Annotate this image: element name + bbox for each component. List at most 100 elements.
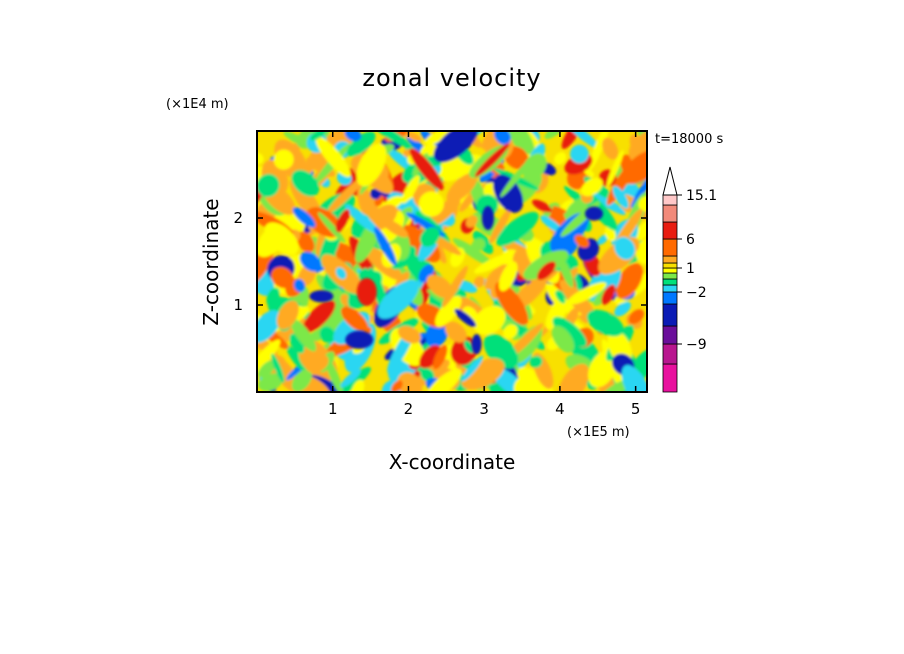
field-contour-blob	[426, 368, 462, 392]
field-contour-blob	[432, 344, 448, 370]
field-contour-blob	[367, 131, 411, 148]
field-contour-blob	[444, 321, 467, 343]
colorbar-tick-label: 6	[686, 232, 695, 248]
field-contour-blob	[374, 226, 397, 266]
field-contour-blob	[293, 278, 306, 293]
field-contour-blob	[258, 373, 283, 392]
field-contour-blob	[471, 238, 486, 252]
field-contour-blob	[574, 234, 590, 248]
field-contour-blob	[501, 131, 535, 155]
field-contour-blob	[612, 185, 629, 209]
y-axis-label: Z-coordinate	[199, 198, 223, 325]
field-contour-blob	[563, 131, 601, 150]
colorbar-tick-label: −9	[686, 337, 707, 353]
colorbar-tick-label: −2	[686, 285, 707, 301]
field-contour-blob	[601, 284, 616, 305]
field-contour-blob	[409, 148, 444, 191]
field-contour-blob	[474, 252, 514, 274]
field-contour-blob	[540, 215, 564, 234]
x-tick-label: 4	[555, 400, 565, 418]
field-contour-blob	[557, 363, 590, 392]
colorbar-segment	[662, 363, 678, 393]
colorbar-segment	[662, 204, 678, 223]
field-contour-blob	[319, 326, 336, 343]
field-contour-blob	[513, 375, 540, 392]
field-contour-blob	[635, 248, 647, 265]
field-contour-blob	[419, 227, 440, 247]
y-unit-label: (×1E4 m)	[166, 97, 229, 112]
field-feature	[309, 290, 334, 303]
x-tick-label: 2	[404, 400, 414, 418]
velocity-field	[257, 131, 647, 392]
field-contour-blob	[454, 308, 477, 328]
field-contour-blob	[285, 216, 306, 229]
field-contour-blob	[473, 276, 485, 288]
field-contour-blob	[498, 261, 518, 292]
colorbar-segment	[662, 291, 678, 305]
field-contour-blob	[570, 144, 589, 164]
field-contour-blob	[425, 321, 449, 348]
field-feature	[584, 206, 603, 221]
colorbar-segment	[662, 267, 678, 274]
field-contour-blob	[397, 325, 421, 344]
field-contour-blob	[455, 364, 487, 390]
field-contour-blob	[465, 215, 478, 228]
field-contour-blob	[271, 353, 285, 383]
field-feature	[481, 206, 494, 230]
field-contour-blob	[441, 265, 468, 308]
field-contour-blob	[494, 281, 529, 326]
field-contour-blob	[446, 172, 478, 203]
colorbar-segment	[662, 284, 678, 293]
field-contour-blob	[621, 365, 647, 392]
field-feature	[471, 334, 482, 355]
field-contour-blob	[555, 290, 566, 304]
field-contour-blob	[377, 279, 419, 319]
field-contour-blob	[310, 131, 328, 141]
field-contour-blob	[496, 211, 539, 247]
field-contour-blob	[257, 339, 281, 377]
field-contour-blob	[435, 295, 462, 327]
field-contour-blob	[584, 168, 595, 178]
field-contour-blob	[426, 274, 453, 299]
field-contour-blob	[351, 379, 365, 392]
field-contour-blob	[271, 266, 294, 289]
field-contour-blob	[315, 136, 351, 178]
field-contour-blob	[276, 300, 299, 330]
x-tick-label: 1	[328, 400, 338, 418]
field-contour-blob	[532, 199, 552, 213]
field-contour-blob	[628, 131, 647, 158]
field-contour-blob	[503, 324, 518, 339]
field-contour-blob	[473, 305, 506, 335]
field-contour-blob	[561, 131, 584, 149]
field-contour-blob	[346, 131, 376, 157]
field-contour-blob	[340, 306, 369, 333]
x-tick-label: 5	[631, 400, 641, 418]
field-contour-blob	[317, 212, 346, 243]
colorbar-segment	[662, 278, 678, 286]
colorbar: 15.1 6 1 −2 −9	[662, 166, 717, 393]
field-contour-blob	[615, 263, 643, 299]
field-contour-blob	[289, 318, 317, 352]
field-contour-blob	[604, 226, 616, 241]
field-contour-blob	[474, 143, 510, 177]
colorbar-segment	[662, 238, 678, 257]
colorbar-segment	[662, 255, 678, 264]
colorbar-segment	[662, 262, 678, 269]
chart-title: zonal velocity	[362, 64, 541, 92]
colorbar-segment	[662, 272, 678, 280]
field-contour-blob	[340, 369, 361, 388]
field-contour-blob	[335, 209, 350, 233]
field-contour-blob	[481, 131, 504, 150]
field-contour-blob	[602, 137, 619, 160]
field-contour-blob	[305, 353, 329, 373]
colorbar-segment	[662, 194, 678, 206]
colorbar-tick-label: 15.1	[686, 188, 717, 204]
field-contour-blob	[552, 316, 587, 348]
x-axis-ticks: 1 2 3 4 5	[328, 131, 640, 418]
field-contour-blob	[597, 234, 609, 245]
field-contour-blob	[463, 340, 475, 354]
colorbar-segment	[662, 303, 678, 327]
field-contour-blob	[286, 345, 307, 372]
field-contour-blob	[291, 369, 312, 392]
field-contour-blob	[292, 207, 316, 228]
